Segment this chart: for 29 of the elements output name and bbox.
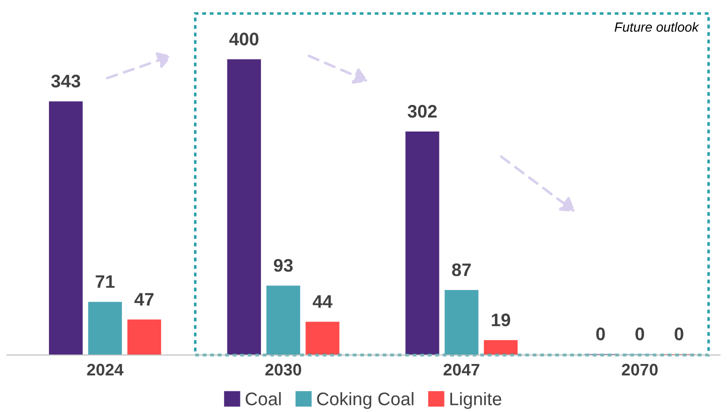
bar [127, 320, 162, 355]
data-label: 0 [674, 328, 684, 340]
data-label: 71 [96, 275, 115, 288]
data-label: 87 [452, 263, 471, 276]
bar [266, 286, 300, 355]
bar [405, 132, 440, 355]
data-label: 302 [408, 104, 437, 118]
x-tick-label: 2024 [87, 364, 124, 376]
legend-label: Lignite [450, 392, 502, 409]
bar [484, 340, 518, 355]
data-label: 47 [134, 293, 154, 306]
legend-label: Coking Coal [317, 392, 414, 409]
x-tick-label: 2047 [444, 364, 480, 376]
x-tick-label: 2070 [622, 364, 658, 376]
bar [227, 59, 261, 355]
bar [88, 302, 122, 355]
text: Future outlook [614, 22, 700, 32]
legend-label: Coal [246, 392, 281, 406]
data-label: 343 [51, 74, 80, 88]
data-label: 19 [492, 314, 510, 326]
data-label: 93 [274, 258, 293, 272]
data-label: 400 [229, 32, 258, 46]
x-tick-label: 2030 [265, 364, 302, 376]
data-label: 44 [312, 295, 332, 308]
data-label: 0 [596, 328, 605, 340]
bar [306, 322, 340, 355]
bar [444, 290, 478, 355]
data-label: 0 [635, 328, 644, 340]
bar [48, 101, 83, 355]
